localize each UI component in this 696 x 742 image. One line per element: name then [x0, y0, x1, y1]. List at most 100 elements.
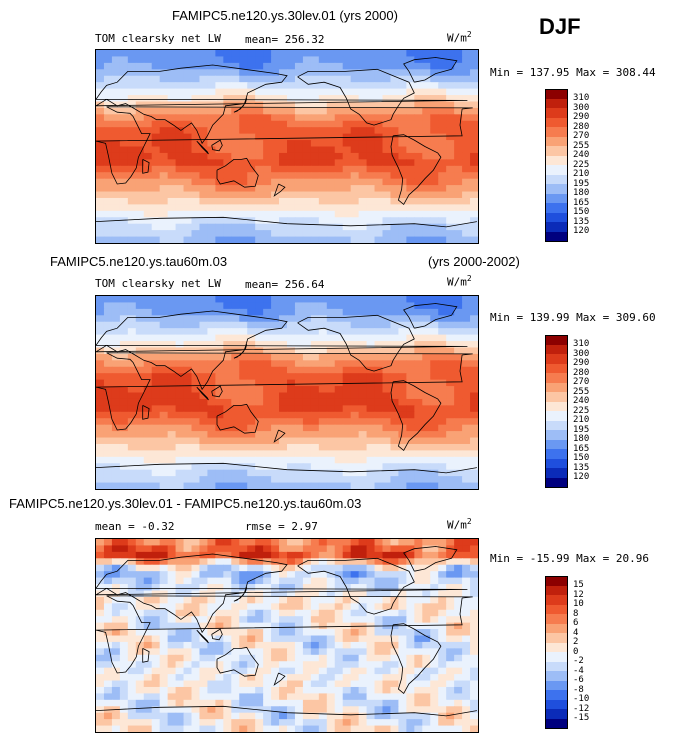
panel3-map-cell [358, 719, 368, 727]
panel1-map-cell [223, 146, 232, 154]
panel1-map-cell [151, 140, 161, 148]
panel3-map-cell [247, 577, 256, 585]
panel1-map-cell [143, 50, 153, 58]
panel3-map-cell [143, 596, 153, 604]
panel3-map-cell [454, 539, 463, 547]
panel3-map-cell [231, 577, 240, 585]
panel3-map-cell [271, 725, 280, 732]
panel2-map-cell [462, 308, 471, 316]
panel1-map-cell [199, 223, 209, 231]
panel2-map-cell [326, 456, 336, 464]
panel3-map-cell [199, 571, 209, 579]
panel2-map-cell [446, 450, 455, 458]
panel1-map-cell [279, 197, 288, 205]
panel1-map-cell [398, 236, 407, 243]
panel2-map-cell [398, 360, 407, 368]
panel3-map-cell [406, 584, 415, 592]
panel1-map-cell [287, 82, 296, 90]
panel3-map-cell [223, 719, 232, 727]
panel3-map-cell [374, 596, 384, 604]
panel3-map-cell [422, 661, 431, 669]
panel1-map-cell [406, 114, 415, 122]
panel2-map-cell [342, 302, 352, 310]
panel2-map-cell [422, 431, 431, 439]
panel2-map-cell [183, 431, 193, 439]
panel3-map-cell [255, 558, 264, 566]
panel2-map-cell [255, 443, 264, 451]
panel1-map-cell [454, 217, 463, 225]
panel1-map-cell [111, 140, 121, 148]
panel3-map-cell [247, 590, 256, 598]
panel2-map-cell [462, 437, 471, 445]
panel3-map-cell [247, 551, 256, 559]
panel2-map-cell [159, 341, 169, 349]
panel3-map-cell [271, 539, 280, 547]
panel1-map-cell [294, 75, 304, 83]
panel3-map-cell [223, 706, 232, 714]
panel1-map-cell [358, 75, 368, 83]
panel2-map-cell [271, 328, 280, 336]
panel3-map-cell [111, 584, 121, 592]
panel2-variable: TOM clearsky net LW [95, 277, 221, 290]
panel3-map-cell [96, 590, 105, 598]
panel3-map-cell [422, 603, 431, 611]
panel3-map-cell [223, 558, 232, 566]
panel3-map-cell [127, 693, 137, 701]
panel1-map-cell [358, 159, 368, 167]
panel2-map-cell [406, 353, 415, 361]
panel3-map-cell [159, 648, 169, 656]
panel1-map-cell [159, 210, 169, 218]
panel1-map-cell [191, 114, 201, 122]
panel2-map-cell [326, 443, 336, 451]
panel2-map-cell [454, 469, 463, 477]
panel1-map-cell [310, 69, 320, 77]
panel2-map-cell [127, 341, 137, 349]
panel3-map-cell [382, 629, 392, 637]
panel3-map-cell [358, 571, 368, 579]
panel1-map-cell [207, 88, 216, 96]
panel2-map-cell [151, 353, 161, 361]
panel2-map-cell [430, 302, 439, 310]
panel1-map-cell [263, 204, 272, 212]
panel3-map-cell [127, 661, 137, 669]
panel2-colorbar-tick-label: 195 [573, 424, 590, 435]
panel1-map-cell [223, 88, 232, 96]
panel1-map-cell [215, 88, 224, 96]
panel2-map-cell [119, 328, 129, 336]
panel1-map-cell [167, 204, 177, 212]
panel1-map-cell [167, 140, 177, 148]
panel1-map-cell [390, 172, 400, 180]
panel1-map-cell [191, 165, 201, 173]
panel3-map-cell [334, 654, 344, 662]
panel2-map-cell [271, 431, 280, 439]
panel2-map-cell [462, 392, 471, 400]
panel3-map-cell [430, 706, 439, 714]
panel2-map-cell [247, 353, 256, 361]
panel1-map-cell [263, 172, 272, 180]
panel2-map-cell [119, 482, 129, 489]
panel1-map-cell [231, 127, 240, 135]
panel1-map-cell [294, 127, 304, 135]
panel2-map-cell [302, 431, 312, 439]
panel1-map-cell [430, 172, 439, 180]
panel2-map-cell [334, 379, 344, 387]
panel1-map-cell [454, 236, 463, 243]
panel2-map-cell [382, 411, 392, 419]
panel2-map-cell [239, 366, 248, 374]
panel3-map-cell [119, 654, 129, 662]
panel2-map-cell [199, 476, 209, 484]
panel3-map-cell [279, 564, 288, 572]
panel1-map-cell [438, 120, 447, 128]
panel2-map-cell [151, 296, 161, 304]
panel3-map-cell [406, 719, 415, 727]
panel2-map-cell [454, 398, 463, 406]
panel3-map-cell [167, 577, 177, 585]
panel2-map-cell [398, 328, 407, 336]
panel2-map-cell [310, 450, 320, 458]
panel2-map-cell [334, 386, 344, 394]
panel1-map-cell [247, 62, 256, 70]
panel2-map-cell [207, 360, 216, 368]
panel1-map-cell [342, 120, 352, 128]
panel2-map-cell [318, 328, 328, 336]
panel1-map-cell [167, 152, 177, 160]
